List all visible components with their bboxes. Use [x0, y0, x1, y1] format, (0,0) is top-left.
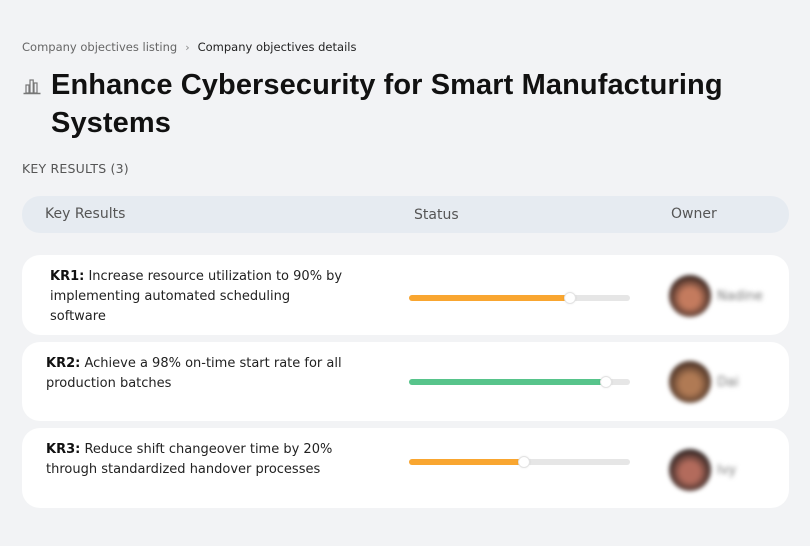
key-result-text: KR1: Increase resource utilization to 90… — [50, 267, 350, 327]
key-result-description: Increase resource utilization to 90% by … — [50, 269, 343, 324]
owner[interactable]: Dai — [669, 361, 739, 403]
key-result-id: KR2: — [46, 356, 81, 371]
key-result-row[interactable]: KR3: Reduce shift changeover time by 20%… — [22, 428, 789, 508]
avatar — [669, 361, 711, 403]
owner[interactable]: Ivy — [669, 449, 736, 491]
table-header: Key Results Status Owner — [22, 196, 789, 233]
key-results-count: KEY RESULTS (3) — [22, 161, 129, 176]
owner-name: Dai — [717, 374, 739, 390]
progress-bar[interactable] — [409, 292, 630, 304]
key-result-text: KR2: Achieve a 98% on-time start rate fo… — [46, 354, 346, 394]
column-header-owner: Owner — [671, 206, 717, 222]
avatar — [669, 449, 711, 491]
owner-name: Nadine — [717, 288, 763, 304]
progress-handle[interactable] — [517, 456, 530, 468]
progress-handle[interactable] — [564, 292, 577, 304]
key-result-text: KR3: Reduce shift changeover time by 20%… — [46, 440, 346, 480]
key-result-id: KR1: — [50, 269, 85, 284]
progress-fill — [409, 295, 571, 301]
column-header-key-results: Key Results — [45, 206, 126, 222]
chevron-right-icon: › — [185, 40, 190, 54]
progress-bar[interactable] — [409, 376, 630, 388]
breadcrumb: Company objectives listing › Company obj… — [22, 40, 356, 54]
building-chart-icon — [22, 76, 42, 96]
breadcrumb-link-listing[interactable]: Company objectives listing — [22, 40, 178, 54]
progress-handle[interactable] — [599, 376, 612, 388]
key-result-id: KR3: — [46, 442, 81, 457]
breadcrumb-current: Company objectives details — [197, 40, 357, 54]
progress-fill — [409, 459, 524, 465]
progress-fill — [409, 379, 606, 385]
progress-bar[interactable] — [409, 456, 630, 468]
page-header: Enhance Cybersecurity for Smart Manufact… — [22, 66, 731, 142]
key-result-row[interactable]: KR2: Achieve a 98% on-time start rate fo… — [22, 342, 789, 421]
column-header-status: Status — [414, 207, 459, 223]
key-result-description: Achieve a 98% on-time start rate for all… — [46, 356, 342, 391]
key-result-description: Reduce shift changeover time by 20% thro… — [46, 442, 333, 477]
page-title: Enhance Cybersecurity for Smart Manufact… — [51, 69, 723, 139]
owner[interactable]: Nadine — [669, 275, 763, 317]
avatar — [669, 275, 711, 317]
key-result-row[interactable]: KR1: Increase resource utilization to 90… — [22, 255, 789, 335]
owner-name: Ivy — [717, 462, 737, 478]
